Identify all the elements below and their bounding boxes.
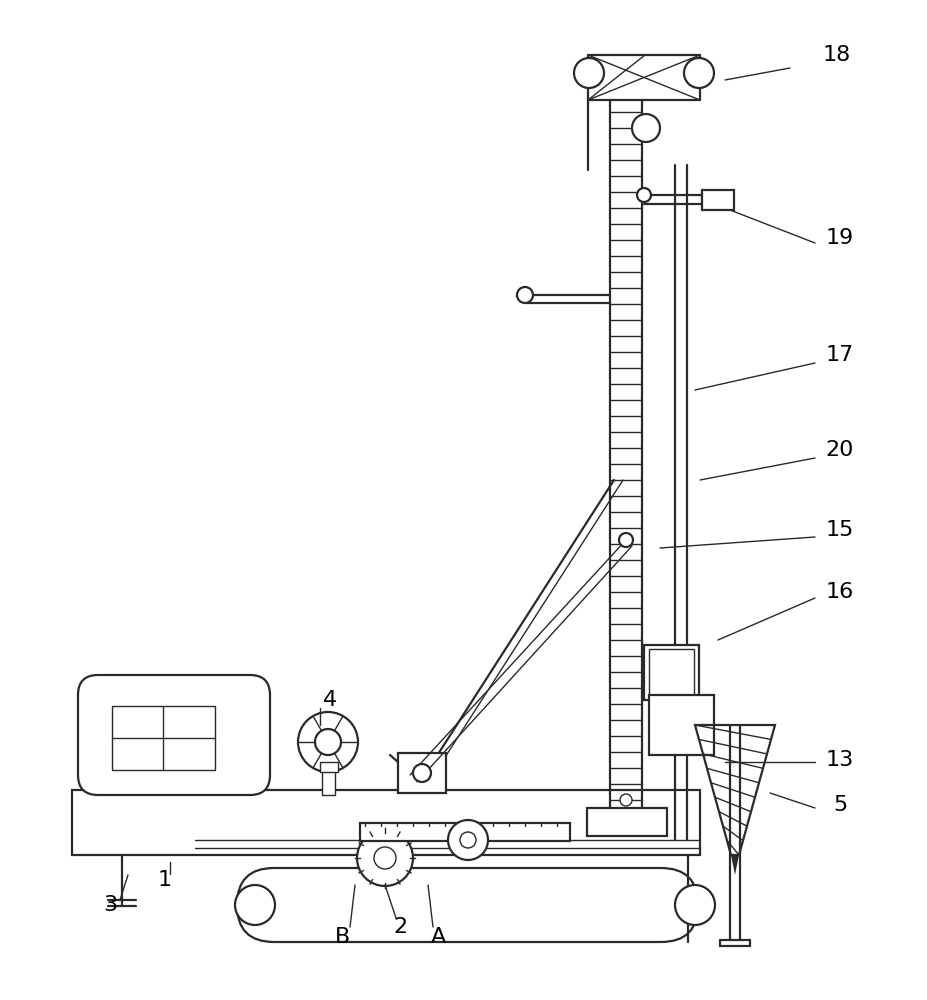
Text: 15: 15 [826,520,854,540]
Circle shape [675,885,715,925]
Circle shape [637,188,651,202]
Circle shape [413,764,431,782]
Circle shape [235,885,275,925]
Text: 18: 18 [823,45,851,65]
Bar [644,645,699,700]
Text: B: B [336,927,350,947]
Circle shape [374,847,396,869]
Circle shape [517,287,533,303]
Text: 5: 5 [832,795,847,815]
Circle shape [574,58,604,88]
Bar [398,753,446,793]
Bar [587,808,667,836]
Circle shape [460,832,476,848]
Circle shape [298,712,358,772]
Text: 20: 20 [826,440,854,460]
Bar [702,190,734,210]
Circle shape [619,533,633,547]
Bar [320,762,338,772]
Text: 17: 17 [826,345,854,365]
Text: 3: 3 [103,895,117,915]
Circle shape [315,729,341,755]
Circle shape [684,58,714,88]
Circle shape [632,114,660,142]
Polygon shape [731,855,739,875]
Circle shape [357,830,413,886]
Bar [360,823,570,841]
Text: 4: 4 [323,690,337,710]
Text: 1: 1 [158,870,172,890]
Text: A: A [430,927,446,947]
Bar [72,790,700,855]
Bar [112,706,215,770]
Circle shape [448,820,488,860]
Bar [649,649,694,696]
Text: 16: 16 [826,582,854,602]
Text: 13: 13 [826,750,854,770]
Bar [649,695,714,755]
Text: 2: 2 [393,917,407,937]
Circle shape [620,794,632,806]
Text: 19: 19 [826,228,854,248]
FancyBboxPatch shape [237,868,698,942]
Bar [322,770,335,795]
FancyBboxPatch shape [78,675,270,795]
